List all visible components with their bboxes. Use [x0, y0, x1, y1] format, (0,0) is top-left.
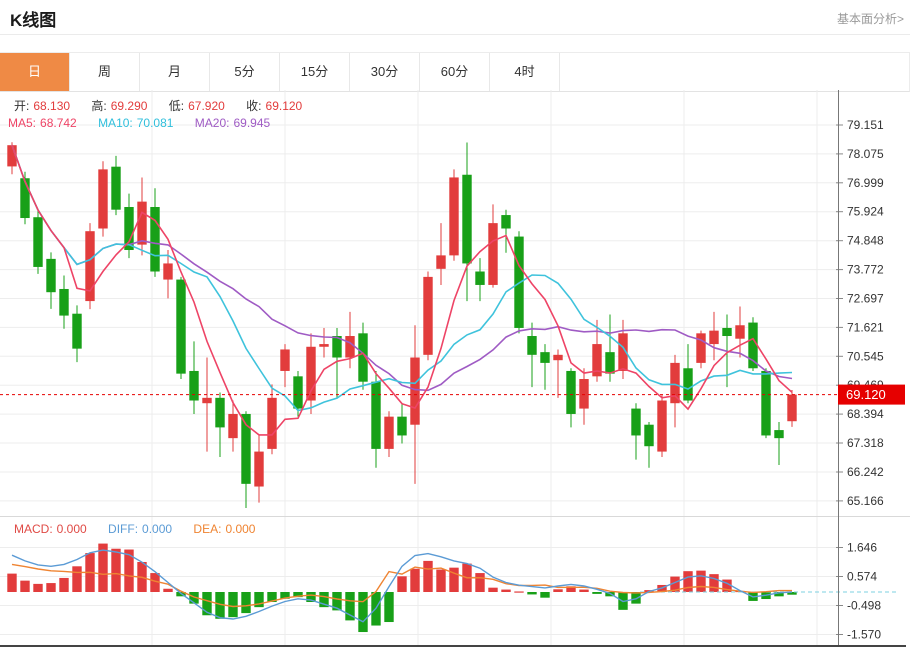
svg-text:74.848: 74.848: [847, 234, 884, 248]
svg-text:70.545: 70.545: [847, 349, 884, 363]
svg-text:1.646: 1.646: [847, 541, 877, 555]
svg-text:-1.570: -1.570: [847, 628, 881, 642]
svg-text:73.772: 73.772: [847, 263, 884, 277]
kline-chart-area[interactable]: 79.151 78.075 76.999 75.924 74.848 73.772 72.6…: [0, 90, 910, 649]
svg-text:65.166: 65.166: [847, 494, 884, 508]
tab-period-3[interactable]: 5分: [210, 53, 280, 91]
tab-period-2[interactable]: 月: [140, 53, 210, 91]
header: K线图 基本面分析>: [0, 0, 910, 35]
svg-text:67.318: 67.318: [847, 436, 884, 450]
fundamental-analysis-link[interactable]: 基本面分析>: [836, 12, 904, 26]
tab-period-7[interactable]: 4时: [490, 53, 560, 91]
svg-text:78.075: 78.075: [847, 147, 884, 161]
current-price-badge: 69.120: [838, 384, 905, 405]
tab-period-5[interactable]: 30分: [350, 53, 420, 91]
svg-text:72.697: 72.697: [847, 292, 884, 306]
svg-text:76.999: 76.999: [847, 176, 884, 190]
tab-period-6[interactable]: 60分: [420, 53, 490, 91]
svg-text:66.242: 66.242: [847, 465, 884, 479]
svg-text:71.621: 71.621: [847, 320, 884, 334]
svg-text:-0.498: -0.498: [847, 599, 881, 613]
tab-period-0[interactable]: 日: [0, 53, 70, 91]
kline-chart-canvas[interactable]: 79.151 78.075 76.999 75.924 74.848 73.772 72.6…: [0, 90, 910, 649]
svg-text:69.120: 69.120: [846, 387, 886, 402]
tab-period-4[interactable]: 15分: [280, 53, 350, 91]
svg-text:0.574: 0.574: [847, 570, 877, 584]
tab-period-1[interactable]: 周: [70, 53, 140, 91]
page-title: K线图: [10, 11, 57, 30]
svg-text:79.151: 79.151: [847, 118, 884, 132]
svg-text:68.394: 68.394: [847, 407, 884, 421]
svg-text:75.924: 75.924: [847, 205, 884, 219]
period-tabbar: 日周月 5分 15分 30分 60分 4时: [0, 52, 910, 92]
